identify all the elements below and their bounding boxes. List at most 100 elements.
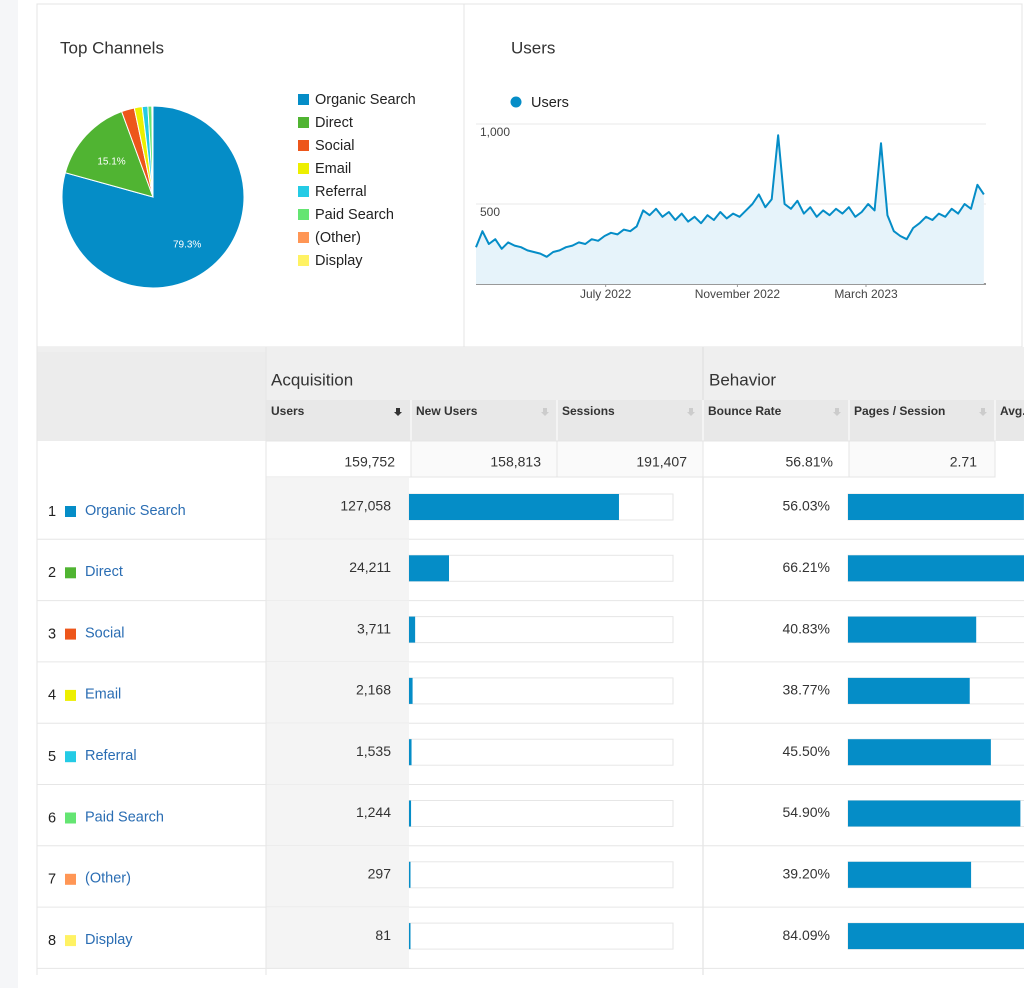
row-rank: 3	[48, 626, 56, 642]
bounce-value: 45.50%	[783, 743, 830, 759]
row-rank: 8	[48, 933, 56, 949]
legend-label: Users	[531, 95, 569, 111]
bounce-bar	[848, 555, 1024, 582]
users-cell-bg	[266, 600, 409, 662]
line-chart: 500 1,000 July 2022 November 2022 March 2023…	[475, 95, 986, 301]
legend-swatch	[298, 209, 309, 220]
users-bar	[409, 616, 416, 643]
row-swatch	[65, 812, 76, 824]
legend-label: Organic Search	[315, 92, 416, 108]
users-value: 1,535	[356, 743, 391, 759]
bounce-value: 38.77%	[783, 682, 830, 698]
bounce-bar	[848, 616, 977, 643]
column-header[interactable]: Bounce Rate	[708, 404, 782, 418]
total-value: 159,752	[344, 454, 395, 470]
column-header[interactable]: Pages / Session	[854, 404, 945, 418]
x-tick-label: March 2023	[834, 287, 898, 301]
legend-label: Direct	[315, 115, 353, 131]
row-swatch	[65, 873, 76, 885]
row-rank: 5	[48, 749, 56, 765]
column-header[interactable]: Sessions	[562, 404, 615, 418]
bounce-value: 54.90%	[783, 804, 830, 820]
bounce-bar	[848, 677, 970, 704]
users-bar	[409, 555, 450, 582]
slice-label: 15.1%	[97, 156, 125, 167]
area	[476, 135, 984, 284]
users-cell-bg	[266, 845, 409, 908]
pie-title: Top Channels	[60, 38, 164, 57]
row-rank: 6	[48, 810, 56, 826]
legend-label: Social	[315, 138, 355, 154]
line	[475, 134, 985, 258]
total-cell-bg	[702, 440, 850, 478]
users-value: 1,244	[356, 804, 391, 820]
row-rank: 7	[48, 872, 56, 888]
sort-arrow	[541, 408, 549, 416]
channel-link[interactable]: Email	[85, 687, 121, 703]
group-label: Behavior	[709, 370, 776, 389]
bounce-bar	[848, 923, 1024, 950]
total-value: 56.81%	[786, 454, 833, 470]
users-bar-track	[408, 800, 674, 827]
users-cell-bg	[266, 784, 409, 846]
legend-swatch	[298, 117, 309, 128]
y-tick-label: 500	[480, 205, 500, 219]
sort-arrow	[687, 408, 695, 416]
channel-link[interactable]: Organic Search	[85, 503, 186, 519]
channel-link[interactable]: Direct	[85, 564, 123, 580]
legend-label: Referral	[315, 184, 367, 200]
users-cell-bg	[266, 907, 409, 969]
legend-swatch	[298, 163, 309, 174]
legend-swatch	[298, 94, 309, 105]
legend-marker	[510, 96, 522, 108]
users-bar	[409, 494, 619, 520]
users-bar	[409, 739, 412, 766]
channel-link[interactable]: Social	[85, 625, 125, 641]
channel-link[interactable]: Paid Search	[85, 809, 164, 825]
row-rank: 2	[48, 565, 56, 581]
channel-link[interactable]: Referral	[85, 748, 137, 764]
column-header[interactable]: Users	[271, 404, 305, 418]
left-header	[37, 352, 266, 445]
data-table: Acquisition Behavior Users New Users Session…	[36, 347, 1024, 975]
row-swatch	[65, 935, 76, 947]
legend-swatch	[298, 232, 309, 243]
users-bar-track	[408, 616, 674, 644]
pie-slice	[61, 105, 245, 289]
group-label: Acquisition	[271, 370, 353, 389]
row-rank: 4	[48, 688, 56, 704]
x-tick-label: November 2022	[695, 287, 781, 301]
users-bar	[409, 677, 413, 704]
users-cell-bg	[266, 723, 409, 785]
users-value: 2,168	[356, 682, 391, 698]
colhead-band	[266, 400, 1024, 441]
legend-swatch	[298, 140, 309, 151]
y-tick-label: 1,000	[480, 125, 510, 139]
users-cell-bg	[266, 661, 409, 724]
x-tick-label: July 2022	[580, 287, 632, 301]
row-swatch	[65, 628, 76, 640]
users-value: 3,711	[357, 620, 391, 636]
users-bar-track	[408, 677, 674, 705]
bounce-value: 56.03%	[783, 498, 830, 514]
column-header[interactable]: New Users	[416, 404, 478, 418]
row-swatch	[65, 506, 76, 517]
legend-label: Paid Search	[315, 207, 394, 223]
bounce-value: 66.21%	[783, 559, 830, 575]
legend-swatch	[298, 186, 309, 197]
row-swatch	[65, 567, 76, 579]
users-value: 297	[368, 866, 392, 882]
sort-arrow	[833, 408, 841, 416]
channel-link[interactable]: Display	[85, 932, 133, 948]
column-header[interactable]: Avg. Session Duration	[1000, 404, 1024, 418]
line-title: Users	[511, 38, 555, 57]
slice-label: 79.3%	[173, 240, 201, 251]
total-value: 191,407	[636, 454, 687, 470]
legend-label: Display	[315, 253, 363, 269]
total-cell-bg	[848, 440, 996, 478]
channel-link[interactable]: (Other)	[85, 871, 131, 887]
total-value: 158,813	[490, 454, 541, 470]
users-bar	[409, 923, 411, 950]
users-bar	[409, 861, 411, 888]
sort-arrow	[394, 408, 402, 416]
